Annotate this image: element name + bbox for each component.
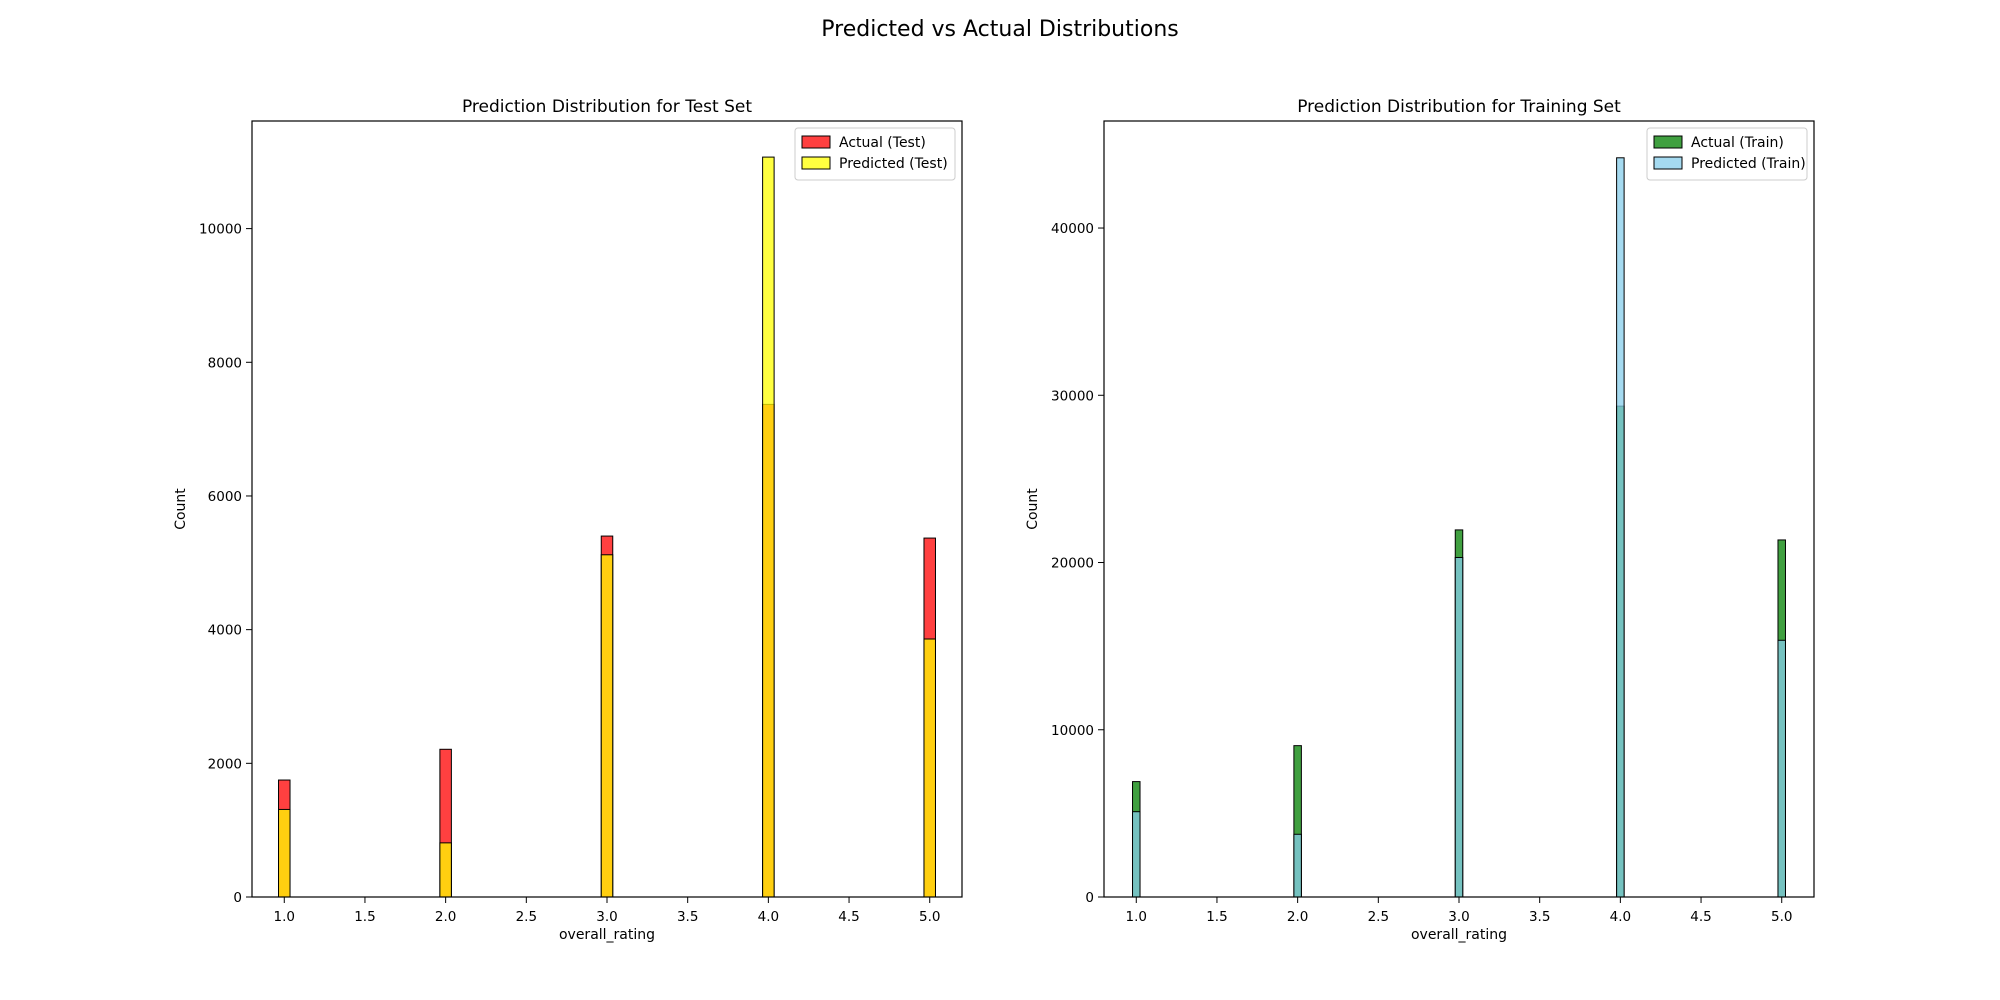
x-tick-label: 3.0 [596,909,617,925]
x-tick-label: 4.5 [838,909,859,925]
bar [1132,811,1141,898]
x-tick-label: 1.0 [1126,909,1147,925]
bar [278,808,291,898]
bar [1454,557,1464,898]
figure-title: Predicted vs Actual Distributions [821,17,1178,42]
y-axis-label: Count [173,488,189,530]
y-tick-label: 0 [1085,890,1094,906]
x-tick-label: 1.5 [354,909,375,925]
legend-label: Actual (Test) [839,135,926,151]
x-tick-label: 1.5 [1206,909,1227,925]
chart-panel-2: 1.0 1.5 2.0 2.5 3.0 3.5 4.0 4.5 5.0 0 10000 20000 30… [1025,97,1815,943]
x-tick-label: 2.0 [1287,909,1308,925]
x-tick-label: 3.5 [1529,909,1550,925]
legend-swatch [1653,135,1683,149]
y-tick-label: 6000 [208,489,242,505]
y-tick-label: 8000 [208,355,242,371]
legend: Actual (Test) Predicted (Test) [794,127,956,181]
bar [1616,157,1625,898]
bar [762,156,775,898]
bar [1293,833,1302,898]
x-tick-label: 4.0 [1610,909,1631,925]
y-tick-label: 20000 [1051,556,1094,572]
x-tick-label: 2.5 [1368,909,1389,925]
y-tick-label: 2000 [208,756,242,772]
y-tick-label: 10000 [199,222,242,238]
y-tick-label: 30000 [1051,388,1094,404]
x-tick-label: 4.5 [1690,909,1711,925]
y-tick-label: 40000 [1051,221,1094,237]
y-axis-label: Count [1025,488,1041,530]
legend-label: Predicted (Train) [1691,156,1806,172]
legend: Actual (Train) Predicted (Train) [1646,127,1808,181]
legend-swatch [801,156,831,170]
x-axis-label: overall_rating [1411,927,1507,943]
legend-box [1646,127,1808,181]
x-tick-label: 2.0 [435,909,456,925]
bar [600,554,614,898]
y-tick-label: 0 [233,890,242,906]
x-tick-label: 3.5 [677,909,698,925]
x-tick-label: 3.0 [1448,909,1469,925]
legend-swatch [801,135,831,149]
chart-title: Prediction Distribution for Test Set [462,97,752,117]
legend-label: Actual (Train) [1691,135,1784,151]
legend-box [794,127,956,181]
y-tick-label: 10000 [1051,723,1094,739]
chart-title: Prediction Distribution for Training Set [1297,97,1621,117]
y-tick-label: 4000 [208,623,242,639]
bar [439,842,452,898]
x-tick-label: 5.0 [1771,909,1792,925]
bar [923,638,936,898]
chart-panel-1: 1.0 1.5 2.0 2.5 3.0 3.5 4.0 4.5 5.0 0 2000 4000 6000… [173,97,963,943]
x-tick-label: 2.5 [516,909,537,925]
legend-swatch [1653,156,1683,170]
x-axis-label: overall_rating [559,927,655,943]
legend-label: Predicted (Test) [839,156,948,172]
bar [1777,639,1786,898]
x-tick-label: 5.0 [919,909,940,925]
x-tick-label: 1.0 [274,909,295,925]
x-tick-label: 4.0 [758,909,779,925]
